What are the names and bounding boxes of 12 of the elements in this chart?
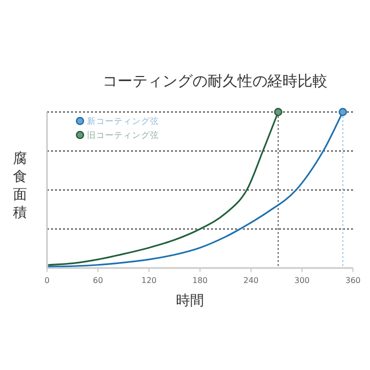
x-tick-label: 0 [44,276,50,285]
chart-title: コーティングの耐久性の経時比較 [102,72,328,90]
legend-label: 旧コーティング弦 [87,130,159,141]
x-tick-label: 60 [92,276,104,285]
x-tick-label: 360 [345,276,361,285]
y-axis-title: 腐食面積 [13,151,27,221]
x-tick-label: 120 [141,276,157,285]
x-tick-label: 180 [192,276,208,285]
legend-label: 新コーティング弦 [87,116,159,127]
x-tick-label: 300 [294,276,310,285]
x-tick-label: 240 [243,276,259,285]
x-axis-title: 時間 [176,293,204,309]
